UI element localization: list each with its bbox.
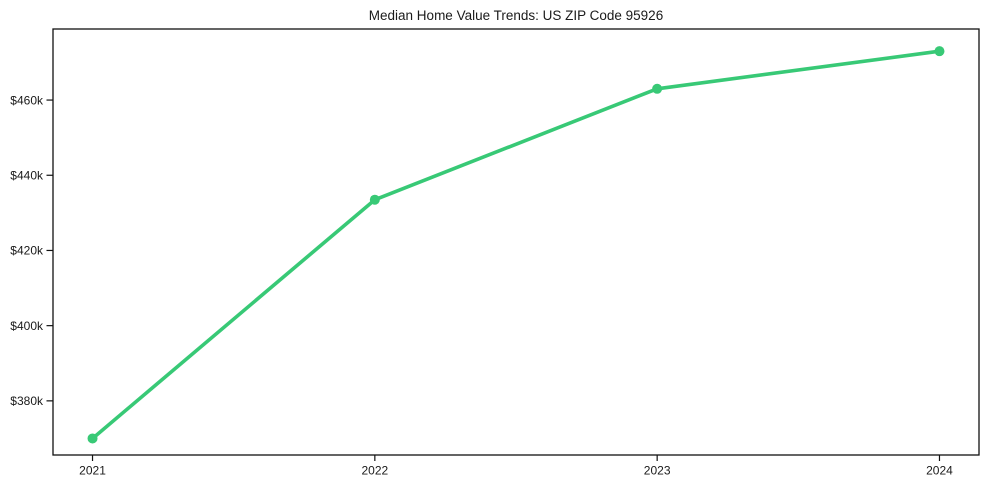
data-point-2023 [652, 83, 663, 94]
data-point-2022 [369, 194, 380, 205]
x-tick-label: 2022 [361, 464, 388, 478]
y-tick-label: $420k [10, 244, 44, 258]
x-tick-label: 2024 [926, 464, 953, 478]
trend-series [87, 46, 945, 444]
plot-frame [52, 28, 980, 456]
data-point-2021 [87, 433, 98, 444]
y-tick-label: $400k [10, 319, 44, 333]
y-tick-label: $460k [10, 93, 44, 107]
x-tick-label: 2023 [644, 464, 671, 478]
y-tick-label: $440k [10, 168, 44, 182]
x-axis: 2021 2022 2023 2024 [79, 455, 953, 478]
chart-title: Median Home Value Trends: US ZIP Code 95… [369, 8, 663, 23]
x-tick-label: 2021 [79, 464, 106, 478]
data-point-2024 [934, 46, 945, 57]
y-tick-label: $380k [10, 394, 44, 408]
trend-line [90, 49, 942, 441]
y-axis: $380k $400k $420k $440k $460k [10, 93, 53, 408]
